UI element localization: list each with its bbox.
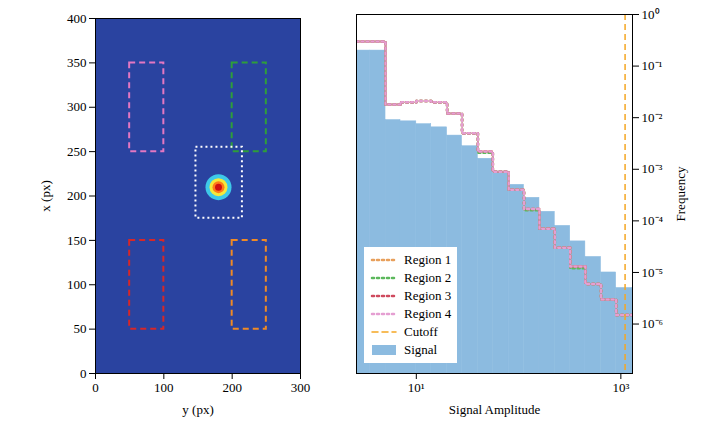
svg-text:0: 0	[80, 366, 87, 381]
svg-text:y (px): y (px)	[182, 402, 213, 417]
svg-text:100: 100	[67, 277, 87, 292]
svg-text:10³: 10³	[612, 380, 629, 395]
svg-text:10⁻³: 10⁻³	[642, 161, 663, 176]
svg-text:10⁻¹: 10⁻¹	[642, 58, 663, 73]
svg-text:200: 200	[222, 380, 242, 395]
html-text:Cutoff: Cutoff	[404, 324, 438, 339]
svg-text:300: 300	[67, 99, 87, 114]
svg-text:Frequency: Frequency	[673, 166, 688, 221]
svg-text:200: 200	[67, 188, 87, 203]
svg-text:150: 150	[67, 233, 87, 248]
svg-text:350: 350	[67, 55, 87, 70]
svg-text:0: 0	[92, 380, 99, 395]
svg-text:x (px): x (px)	[38, 180, 53, 211]
svg-text:10⁻⁵: 10⁻⁵	[642, 265, 664, 280]
svg-text:400: 400	[67, 11, 87, 26]
svg-text:10⁻²: 10⁻²	[642, 110, 663, 125]
html-text:Region 4: Region 4	[404, 306, 452, 321]
html-text:Region 2: Region 2	[404, 270, 452, 285]
html-text:Region 3: Region 3	[404, 288, 452, 303]
svg-text:10⁰: 10⁰	[642, 7, 660, 22]
svg-text:10¹: 10¹	[408, 380, 425, 395]
svg-text:Signal Amplitude: Signal Amplitude	[449, 402, 541, 417]
html-text:Region 1: Region 1	[404, 252, 452, 267]
html-text:Signal: Signal	[404, 342, 438, 357]
svg-text:300: 300	[291, 380, 311, 395]
svg-text:50: 50	[74, 321, 87, 336]
svg-text:100: 100	[154, 380, 174, 395]
svg-text:250: 250	[67, 144, 87, 159]
svg-text:10⁻⁶: 10⁻⁶	[642, 316, 664, 331]
svg-text:10⁻⁴: 10⁻⁴	[642, 213, 664, 228]
